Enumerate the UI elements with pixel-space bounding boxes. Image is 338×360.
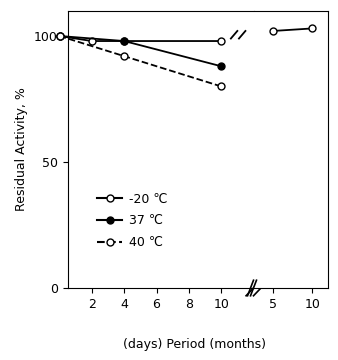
Legend: -20 ℃, 37 ℃, 40 ℃: -20 ℃, 37 ℃, 40 ℃ <box>92 188 172 254</box>
Text: (days) Period (months): (days) Period (months) <box>123 338 266 351</box>
Y-axis label: Residual Activity, %: Residual Activity, % <box>16 87 28 211</box>
